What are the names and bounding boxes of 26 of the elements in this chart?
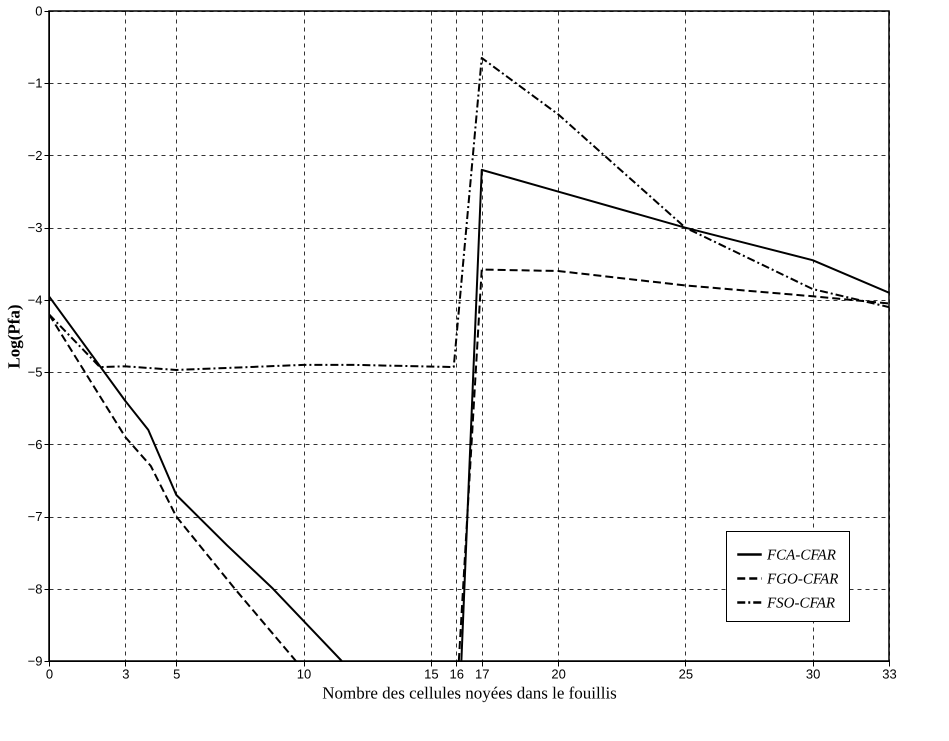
x-tick-label: 25 [678,666,694,682]
y-tick-label: −3 [28,220,42,236]
y-tick-label: −2 [28,148,42,163]
legend-label: FCA-CFAR [766,548,836,564]
y-tick-label: 0 [35,4,42,18]
x-tick-label: 20 [551,666,566,682]
y-axis-title: Log(Pfa) [4,304,24,369]
x-tick-label: 17 [474,666,490,682]
x-tick-label: 10 [296,666,312,682]
x-tick-label: 30 [806,666,820,682]
y-tick-label: −8 [28,581,42,596]
x-tick-label: 0 [46,666,54,682]
y-tick-label: −7 [28,509,42,524]
y-tick-label: −6 [28,436,42,452]
legend-label: FSO-CFAR [766,596,836,612]
x-axis-title: Nombre des cellules noyées dans le fouillis [322,684,617,702]
x-tick-label: 33 [882,666,897,682]
x-tick-label: 5 [173,666,180,682]
y-tick-label: −5 [28,364,42,380]
y-tick-label: −4 [28,292,42,308]
y-tick-label: −9 [28,654,42,668]
x-tick-label: 3 [122,666,130,682]
x-tick-label: 15 [424,666,439,682]
y-tick-label: −1 [28,76,42,91]
legend-label: FGO-CFAR [766,572,838,588]
x-tick-label: 16 [450,666,464,682]
